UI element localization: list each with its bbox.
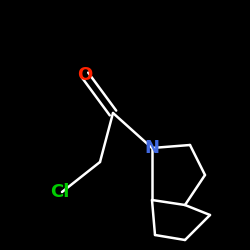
Text: Cl: Cl xyxy=(50,183,70,201)
Text: N: N xyxy=(144,139,160,157)
Text: O: O xyxy=(78,66,92,84)
